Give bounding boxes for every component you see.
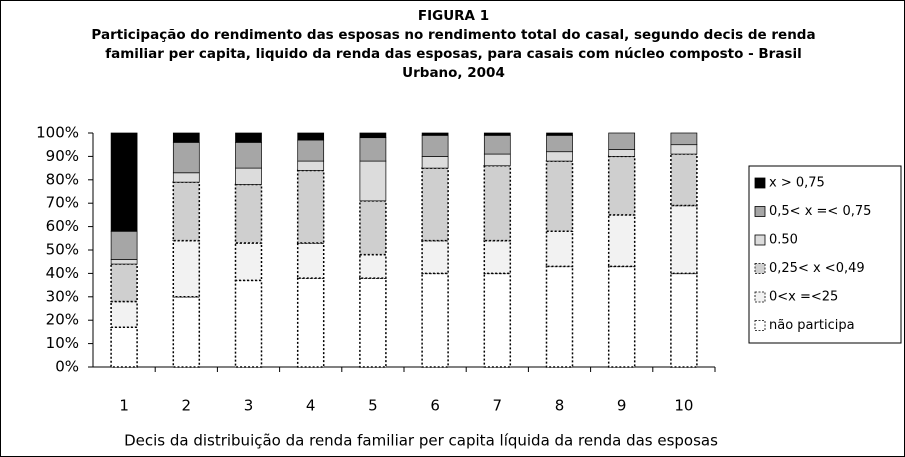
bar-segment [297, 139, 325, 162]
legend-label: 0.50 [769, 233, 798, 248]
bar-segment [297, 160, 325, 171]
legend-label: 0<x =<25 [769, 290, 838, 305]
bar-segment [172, 181, 201, 242]
y-tick-label: 100% [36, 124, 79, 142]
x-tick-label: 6 [430, 397, 440, 415]
bar-segment [483, 165, 512, 242]
bar-segment [172, 132, 200, 143]
bar-segment [421, 272, 449, 368]
bar-segment [296, 277, 325, 368]
y-tick-label: 60% [46, 217, 79, 235]
bar-segment [421, 156, 449, 169]
x-tick-label: 4 [306, 397, 316, 415]
legend-swatch [754, 263, 766, 274]
bar-segment [234, 242, 263, 282]
legend-swatch [754, 291, 766, 303]
bar-segment [483, 153, 511, 167]
legend-label: 0,5< x =< 0,75 [769, 204, 871, 219]
bar-segment [359, 132, 387, 139]
y-tick-label: 0% [55, 358, 79, 376]
legend-swatch [754, 206, 766, 217]
legend-label: não participa [769, 318, 855, 333]
bar-segment [296, 169, 325, 244]
bar-segment [670, 204, 698, 275]
legend-swatch [754, 320, 766, 331]
x-tick-label: 8 [555, 397, 565, 415]
bar-segment [483, 239, 512, 275]
bar-segment [421, 167, 449, 242]
legend-swatch [754, 234, 766, 246]
bar-segment [607, 265, 636, 368]
bar-segment [545, 230, 574, 268]
bar-segment [670, 132, 698, 146]
bar-segment [172, 296, 201, 368]
bar-segment [110, 230, 138, 260]
bar-segment [545, 160, 574, 233]
x-tick-label: 2 [182, 397, 192, 415]
chart-title: FIGURA 1 [417, 8, 490, 24]
bar-segment [235, 142, 262, 169]
bar-segment [110, 132, 138, 232]
legend-label: 0,25< x <0,49 [769, 261, 865, 276]
y-tick-label: 40% [46, 264, 79, 282]
x-tick-label: 3 [244, 397, 254, 415]
chart-subtitle: Participação do rendimento das esposas n… [91, 27, 816, 81]
bar-segment [296, 242, 325, 279]
y-tick-label: 90% [46, 147, 79, 165]
y-tick-label: 30% [46, 287, 79, 305]
y-tick-label: 80% [46, 170, 79, 188]
bar-segment [359, 277, 387, 368]
bar-segment [297, 132, 325, 141]
bar-segment [359, 160, 387, 202]
x-tick-label: 9 [617, 397, 627, 415]
bar-segment [110, 259, 138, 265]
bar-segment [421, 239, 449, 275]
bar-segment [110, 326, 138, 368]
bar-segment [172, 142, 200, 174]
bar-segment [235, 132, 262, 143]
x-tick-label: 10 [674, 397, 693, 415]
bar-segment [546, 132, 573, 136]
chart-header: FIGURA 1 Participação do rendimento das … [91, 7, 816, 83]
bar-segment [670, 144, 698, 155]
bar-segment [359, 137, 387, 162]
bar-segment [546, 134, 573, 153]
bar-segment [607, 214, 636, 268]
y-tick-label: 20% [46, 311, 79, 329]
bar-segment [110, 300, 138, 328]
bar-segment [670, 272, 698, 368]
bar-segment [234, 183, 263, 244]
x-axis-title: Decis da distribuição da renda familiar … [124, 432, 718, 450]
y-tick-label: 70% [46, 194, 79, 212]
legend-swatch [754, 177, 766, 189]
bar-segment [421, 132, 449, 136]
bar-segment [421, 134, 449, 157]
bar-segment [608, 132, 636, 150]
legend-box [748, 165, 902, 344]
legend: não participa 0<x =<25 0,25< x <0,49 0.50 0,… [754, 176, 871, 333]
bar-segment [545, 265, 574, 368]
bar-segment [483, 272, 512, 368]
bar-segment [359, 200, 387, 256]
y-tick-label: 50% [46, 241, 79, 259]
x-tick-label: 7 [493, 397, 503, 415]
bar-segment [483, 132, 511, 136]
bar-segment [235, 167, 262, 185]
x-tick-label: 5 [368, 397, 378, 415]
x-tick-label: 1 [119, 397, 129, 415]
bar-segment [670, 153, 698, 207]
bar-segment [359, 253, 387, 279]
bar-segment [234, 279, 263, 368]
bar-segment [110, 263, 138, 303]
bar-segment [172, 172, 200, 183]
bar-segment [546, 151, 573, 162]
legend-label: x > 0,75 [769, 176, 825, 191]
bar-segment [608, 149, 636, 157]
bar-segment [607, 155, 636, 216]
bar-segment [172, 239, 201, 298]
bar-segment [483, 134, 511, 155]
y-tick-label: 10% [46, 334, 79, 352]
